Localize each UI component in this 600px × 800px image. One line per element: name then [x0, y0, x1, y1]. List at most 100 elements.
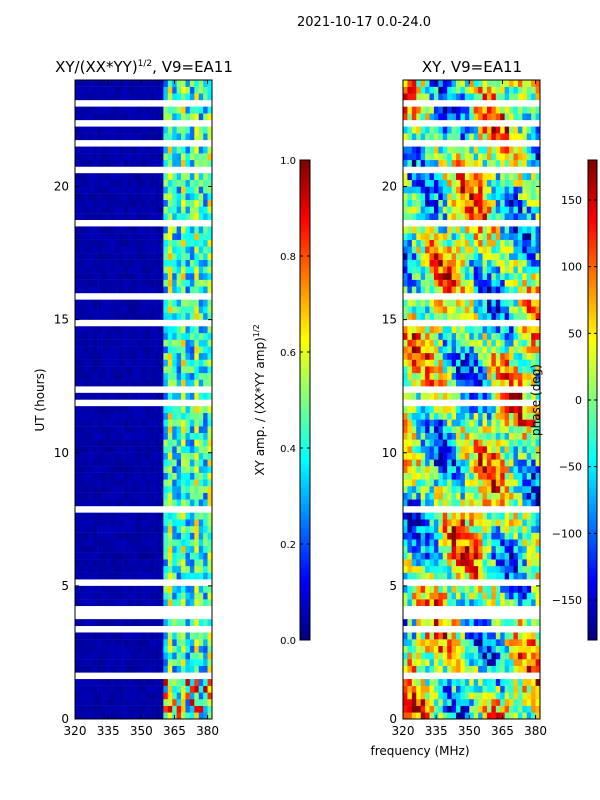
- heatmap-cell: [181, 545, 186, 553]
- heatmap-cell: [531, 206, 536, 214]
- heatmap-cell: [145, 665, 151, 673]
- heatmap-cell: [486, 312, 492, 320]
- heatmap-cell: [456, 146, 461, 154]
- heatmap-cell: [181, 193, 186, 201]
- heatmap-cell: [194, 146, 200, 154]
- heatmap-cell: [535, 279, 541, 287]
- heatmap-cell: [495, 266, 501, 274]
- heatmap-cell: [504, 279, 510, 287]
- heatmap-cell: [158, 472, 164, 480]
- heatmap-cell: [128, 512, 133, 520]
- heatmap-cell: [141, 153, 147, 161]
- heatmap-cell: [420, 153, 426, 161]
- heatmap-cell: [176, 226, 182, 234]
- heatmap-cell: [509, 659, 514, 666]
- heatmap-cell: [447, 519, 452, 527]
- heatmap-cell: [101, 479, 107, 487]
- heatmap-cell: [478, 226, 483, 234]
- heatmap-cell: [429, 699, 435, 706]
- heatmap-cell: [145, 519, 151, 527]
- heatmap-cell: [429, 93, 435, 101]
- heatmap-cell: [456, 133, 461, 141]
- heatmap-cell: [447, 419, 452, 427]
- heatmap-cell: [154, 213, 160, 220]
- heatmap-cell: [513, 206, 519, 214]
- heatmap-cell: [456, 499, 461, 507]
- heatmap-cell: [132, 339, 138, 347]
- heatmap-cell: [172, 159, 177, 167]
- heatmap-cell: [504, 512, 510, 520]
- heatmap-cell: [101, 186, 107, 194]
- heatmap-cell: [79, 259, 85, 267]
- heatmap-cell: [456, 705, 461, 713]
- heatmap-cell: [438, 559, 444, 567]
- heatmap-cell: [425, 173, 430, 181]
- heatmap-cell: [407, 159, 413, 167]
- heatmap-cell: [176, 572, 182, 580]
- heatmap-cell: [509, 273, 514, 280]
- heatmap-cell: [79, 93, 85, 101]
- heatmap-cell: [456, 652, 461, 660]
- heatmap-cell: [478, 466, 483, 473]
- heatmap-cell: [163, 86, 169, 94]
- heatmap-cell: [145, 179, 151, 187]
- heatmap-cell: [464, 486, 470, 493]
- heatmap-cell: [425, 179, 430, 187]
- heatmap-cell: [136, 406, 142, 414]
- heatmap-cell: [185, 153, 191, 161]
- heatmap-cell: [407, 632, 413, 640]
- heatmap-cell: [464, 552, 470, 560]
- heatmap-cell: [473, 332, 479, 340]
- heatmap-cell: [189, 545, 195, 553]
- heatmap-cell: [491, 419, 497, 427]
- heatmap-cell: [513, 146, 519, 154]
- heatmap-cell: [504, 699, 510, 706]
- heatmap-cell: [504, 599, 510, 607]
- heatmap-cell: [154, 705, 160, 713]
- heatmap-cell: [128, 266, 133, 274]
- heatmap-cell: [114, 326, 120, 334]
- heatmap-cell: [163, 652, 169, 660]
- heatmap-cell: [478, 432, 483, 440]
- heatmap-cell: [145, 173, 151, 181]
- heatmap-cell: [509, 486, 514, 493]
- heatmap-cell: [132, 179, 138, 187]
- heatmap-cell: [460, 532, 466, 540]
- heatmap-cell: [486, 459, 492, 467]
- heatmap-cell: [176, 159, 182, 167]
- heatmap-cell: [194, 359, 200, 367]
- heatmap-cell: [522, 492, 528, 500]
- heatmap-cell: [504, 565, 510, 573]
- heatmap-cell: [504, 645, 510, 653]
- heatmap-cell: [101, 352, 107, 360]
- heatmap-cell: [500, 359, 505, 367]
- heatmap-cell: [101, 705, 107, 713]
- heatmap-cell: [495, 446, 501, 453]
- heatmap-cell: [75, 679, 80, 686]
- heatmap-cell: [504, 372, 510, 380]
- heatmap-cell: [172, 525, 177, 533]
- heatmap-cell: [105, 412, 111, 420]
- heatmap-cell: [482, 492, 488, 500]
- heatmap-cell: [411, 426, 417, 433]
- heatmap-cell: [150, 339, 155, 347]
- heatmap-cell: [469, 459, 475, 467]
- heatmap-cell: [75, 80, 80, 87]
- heatmap-cell: [167, 519, 173, 527]
- heatmap-cell: [478, 332, 483, 340]
- heatmap-cell: [194, 446, 200, 453]
- heatmap-cell: [119, 572, 124, 580]
- heatmap-cell: [194, 665, 200, 673]
- heatmap-cell: [158, 459, 164, 467]
- heatmap-cell: [88, 80, 93, 87]
- heatmap-cell: [486, 486, 492, 493]
- heatmap-cell: [526, 619, 532, 627]
- heatmap-cell: [150, 133, 155, 141]
- heatmap-cell: [411, 199, 417, 207]
- heatmap-cell: [203, 525, 208, 533]
- heatmap-cell: [464, 632, 470, 640]
- heatmap-cell: [535, 699, 541, 706]
- heatmap-cell: [456, 679, 461, 686]
- heatmap-cell: [110, 312, 116, 320]
- heatmap-cell: [411, 326, 417, 334]
